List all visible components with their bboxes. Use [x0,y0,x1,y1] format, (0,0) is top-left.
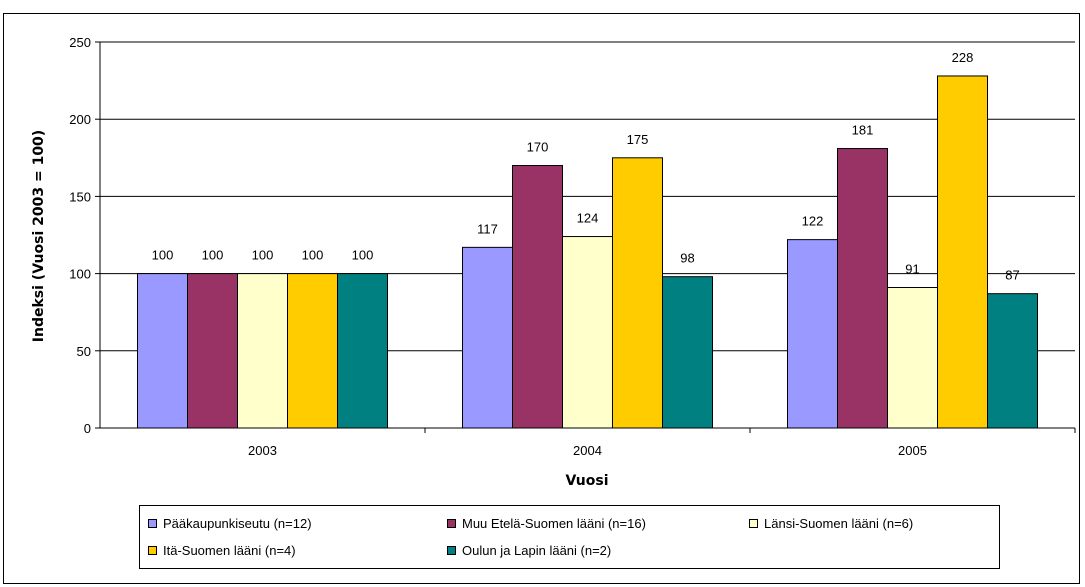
y-tick-label: 250 [69,35,91,50]
legend-label: Itä-Suomen lääni (n=4) [163,542,296,558]
bar [287,273,338,429]
x-tick-label: 2003 [248,443,277,458]
legend-swatch [447,545,456,555]
x-tick-labels: 2003 2004 2005 [248,443,927,458]
bar [187,273,238,429]
x-tick-label: 2004 [573,443,602,458]
data-label: 175 [627,132,649,147]
x-tick-label: 2005 [898,443,927,458]
axes [95,41,1076,433]
bar [137,273,188,429]
bar [987,293,1038,429]
legend-swatch [749,518,758,528]
legend-swatch [148,518,157,528]
y-tick-label: 200 [69,112,91,127]
data-label: 87 [1005,268,1019,283]
bar [887,286,938,429]
legend-item: Itä-Suomen lääni (n=4) [148,541,296,559]
legend-label: Oulun ja Lapin lääni (n=2) [462,542,612,558]
bar [937,75,988,429]
legend-swatch [148,545,157,555]
bar [337,273,388,429]
legend-item: Muu Etelä-Suomen lääni (n=16) [447,514,646,532]
bar [562,236,613,429]
legend-item: Oulun ja Lapin lääni (n=2) [447,541,611,559]
data-label: 91 [905,261,919,276]
y-axis-title: Indeksi (Vuosi 2003 = 100) [31,130,47,342]
data-label: 100 [352,248,374,263]
x-axis-title: Vuosi [565,473,608,489]
data-labels: 100 100 100 100 100 117 170 124 175 98 122 181 91 228… [152,50,1020,283]
data-label: 100 [252,248,274,263]
bar [237,273,288,429]
bar [837,148,888,429]
data-label: 228 [952,50,974,65]
data-label: 124 [577,211,599,226]
bars [137,75,1038,429]
y-tick-label: 100 [69,267,91,282]
bar [512,165,563,429]
legend-label: Länsi-Suomen lääni (n=6) [764,515,914,531]
y-tick-label: 50 [77,344,91,359]
data-label: 117 [477,221,498,236]
y-tick-label: 0 [84,421,91,436]
data-label: 100 [202,248,224,263]
bar [612,157,663,429]
y-tick-label: 150 [69,189,91,204]
data-label: 98 [680,251,694,266]
legend: Pääkaupunkiseutu (n=12) Muu Etelä-Suomen … [139,505,1000,569]
legend-item: Länsi-Suomen lääni (n=6) [749,514,913,532]
bar [787,239,838,429]
y-tick-labels: 0 50 100 150 200 250 [69,35,91,436]
legend-label: Pääkaupunkiseutu (n=12) [163,515,312,531]
data-label: 170 [527,140,549,155]
bar [662,276,713,429]
legend-item: Pääkaupunkiseutu (n=12) [148,514,312,532]
bar [462,246,513,429]
legend-label: Muu Etelä-Suomen lääni (n=16) [462,515,646,531]
data-label: 100 [152,248,174,263]
data-label: 100 [302,248,324,263]
legend-swatch [447,518,456,528]
data-label: 122 [802,214,824,229]
data-label: 181 [852,123,874,138]
